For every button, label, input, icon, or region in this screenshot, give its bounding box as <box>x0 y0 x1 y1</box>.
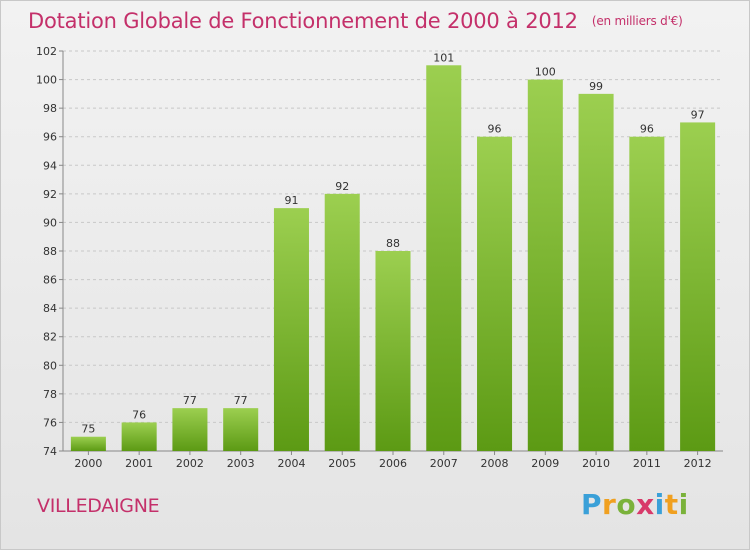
bar-value-label: 100 <box>535 66 556 79</box>
logo-letter: x <box>636 488 655 521</box>
bar <box>375 251 411 451</box>
y-tick-label: 84 <box>43 302 57 315</box>
bar <box>172 408 208 451</box>
y-tick-label: 78 <box>43 388 57 401</box>
x-tick-label: 2001 <box>125 457 153 470</box>
y-tick-label: 76 <box>43 416 57 429</box>
bar <box>629 136 665 451</box>
logo-letter: r <box>602 488 617 521</box>
bar-value-label: 92 <box>335 180 349 193</box>
y-tick-label: 80 <box>43 359 57 372</box>
commune-name: VILLEDAIGNE <box>37 495 160 517</box>
logo-letter: t <box>664 488 679 521</box>
x-tick-label: 2007 <box>430 457 458 470</box>
logo-letter: i <box>678 488 689 521</box>
bar-value-label: 75 <box>81 423 95 436</box>
y-tick-label: 90 <box>43 216 57 229</box>
bar-value-label: 97 <box>691 108 705 121</box>
title-unit: (en milliers d'€) <box>591 14 683 28</box>
logo-letter: P <box>581 488 603 521</box>
bar-value-label: 76 <box>132 408 146 421</box>
bar-value-label: 96 <box>640 123 654 136</box>
x-tick-label: 2011 <box>633 457 661 470</box>
bar <box>121 422 157 451</box>
logo-letter: o <box>616 488 637 521</box>
bar <box>680 122 716 451</box>
bar <box>223 408 259 451</box>
x-tick-label: 2002 <box>176 457 204 470</box>
y-tick-label: 74 <box>43 445 57 458</box>
x-tick-label: 2000 <box>74 457 102 470</box>
y-tick-label: 92 <box>43 188 57 201</box>
bar-value-label: 101 <box>433 51 454 64</box>
proxiti-logo: Proxiti <box>581 488 689 521</box>
bar <box>273 208 309 451</box>
bar <box>70 436 106 451</box>
x-tick-label: 2012 <box>684 457 712 470</box>
y-tick-label: 102 <box>36 45 57 58</box>
bar <box>527 79 563 452</box>
x-tick-label: 2008 <box>481 457 509 470</box>
y-tick-label: 82 <box>43 331 57 344</box>
bar-value-label: 88 <box>386 237 400 250</box>
y-tick-label: 86 <box>43 274 57 287</box>
bar-value-label: 77 <box>183 394 197 407</box>
title-text: Dotation Globale de Fonctionnement de 20… <box>28 9 578 33</box>
y-tick-label: 94 <box>43 159 57 172</box>
x-tick-label: 2009 <box>531 457 559 470</box>
logo-letter: i <box>654 488 665 521</box>
x-tick-label: 2003 <box>227 457 255 470</box>
y-tick-label: 88 <box>43 245 57 258</box>
x-tick-label: 2010 <box>582 457 610 470</box>
bar-value-label: 99 <box>589 80 603 93</box>
y-tick-label: 98 <box>43 102 57 115</box>
chart-title: Dotation Globale de Fonctionnement de 20… <box>28 9 683 33</box>
bar-value-label: 91 <box>284 194 298 207</box>
y-tick-label: 100 <box>36 74 57 87</box>
x-tick-label: 2004 <box>277 457 305 470</box>
bar <box>324 193 360 451</box>
bar <box>426 65 462 452</box>
bar-value-label: 96 <box>488 123 502 136</box>
bar <box>477 136 513 451</box>
x-tick-label: 2006 <box>379 457 407 470</box>
bar <box>578 93 614 451</box>
x-tick-label: 2005 <box>328 457 356 470</box>
bar-value-label: 77 <box>234 394 248 407</box>
y-tick-label: 96 <box>43 131 57 144</box>
